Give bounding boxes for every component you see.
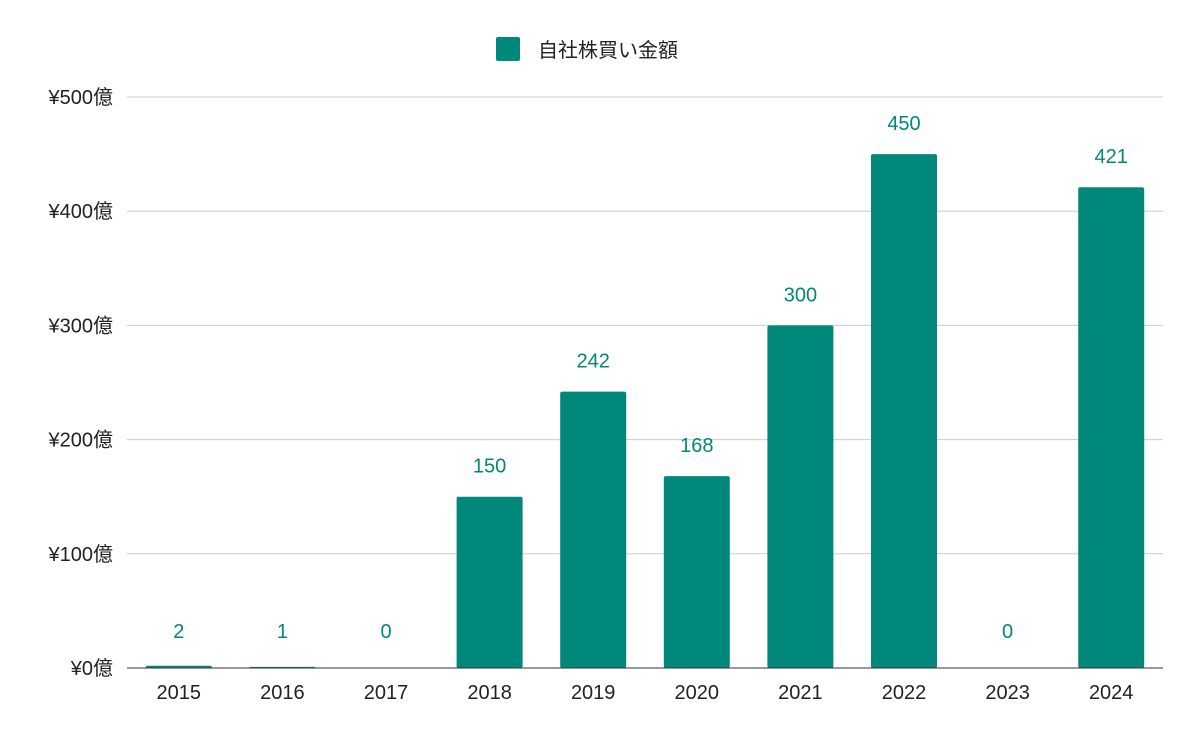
data-label-2018: 150 (473, 456, 506, 478)
bar-2015 (145, 665, 212, 668)
data-label-2023: 0 (1002, 621, 1013, 643)
data-label-2019: 242 (577, 351, 610, 373)
x-tick-label-2024: 2024 (1089, 682, 1134, 704)
data-label-2015: 2 (173, 621, 184, 643)
bars (145, 154, 1145, 669)
bar-2024 (1078, 187, 1145, 668)
legend: 自社株買い金額 (496, 37, 678, 62)
x-tick-label-2022: 2022 (882, 682, 927, 704)
grid (127, 96, 1163, 555)
y-tick-label: ¥300億 (48, 314, 114, 337)
data-label-2016: 1 (277, 621, 288, 643)
bar-2022 (871, 154, 937, 669)
data-label-2017: 0 (380, 621, 391, 643)
x-tick-label-2018: 2018 (467, 682, 512, 704)
y-tick-label: ¥0億 (70, 657, 113, 680)
data-label-2021: 300 (784, 284, 817, 306)
x-axis-ticks: 2015 2016 2017 2018 2019 2020 2021 2022 2023 2024 (157, 682, 1134, 704)
y-tick-label: ¥200億 (48, 429, 114, 452)
y-tick-label: ¥100億 (48, 543, 114, 566)
x-tick-label-2021: 2021 (778, 682, 823, 704)
y-tick-label: ¥500億 (48, 86, 114, 109)
x-tick-label-2019: 2019 (571, 682, 616, 704)
x-tick-label-2015: 2015 (157, 682, 202, 704)
data-labels: 2 1 0 150 242 168 300 450 0 421 (173, 113, 1128, 643)
x-tick-label-2017: 2017 (364, 682, 409, 704)
legend-label: 自社株買い金額 (538, 39, 678, 62)
bar-2020 (663, 476, 730, 668)
y-axis-ticks: ¥0億 ¥100億 ¥200億 ¥300億 ¥400億 ¥500億 (48, 86, 114, 680)
bar-2018 (456, 496, 523, 668)
x-tick-label-2020: 2020 (675, 682, 720, 704)
x-tick-label-2023: 2023 (985, 682, 1030, 704)
legend-swatch (496, 37, 520, 61)
bar-2021 (767, 325, 834, 668)
data-label-2024: 421 (1095, 146, 1128, 168)
y-tick-label: ¥400億 (48, 200, 114, 223)
x-tick-label-2016: 2016 (260, 682, 305, 704)
data-label-2022: 450 (887, 113, 920, 135)
data-label-2020: 168 (680, 435, 713, 457)
bar-2019 (560, 391, 627, 668)
